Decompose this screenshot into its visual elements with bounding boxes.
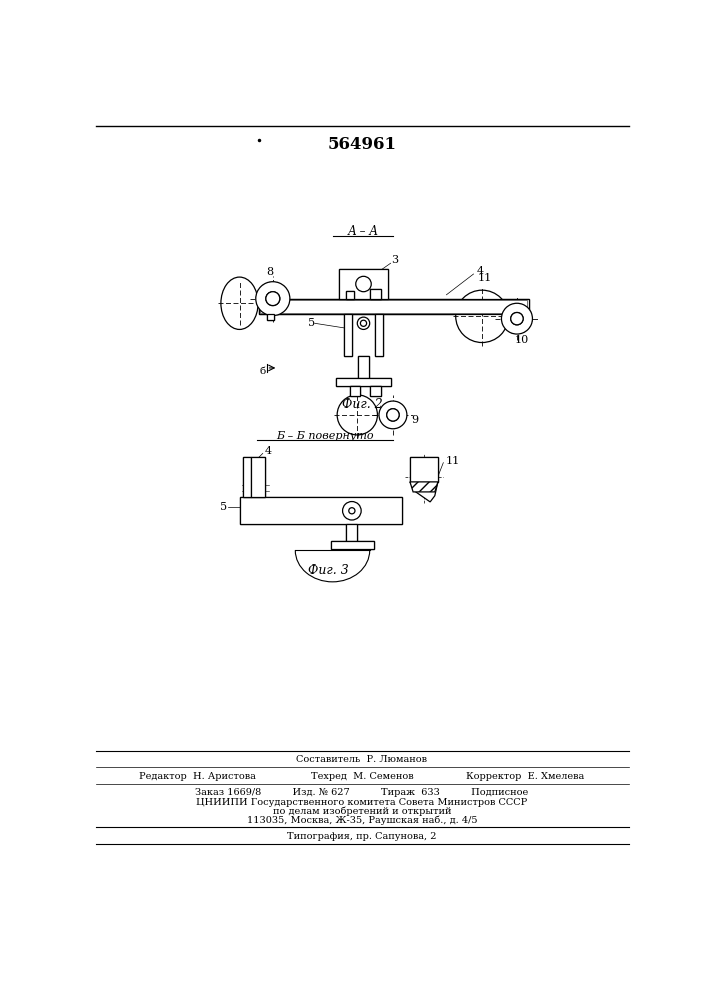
Circle shape [510, 312, 523, 325]
Circle shape [456, 290, 508, 343]
Bar [243, 457, 251, 497]
Circle shape [356, 276, 371, 292]
Bar [410, 457, 438, 482]
Bar [358, 356, 369, 378]
Text: б: б [259, 367, 266, 376]
Polygon shape [410, 482, 438, 502]
Text: Фиг. 2: Фиг. 2 [342, 398, 383, 411]
Bar [349, 386, 361, 396]
Text: 113035, Москва, Ж-35, Раушская наб., д. 4/5: 113035, Москва, Ж-35, Раушская наб., д. … [247, 816, 477, 825]
Polygon shape [410, 482, 438, 492]
Text: 8: 8 [266, 267, 274, 277]
Text: Б – Б повернуто: Б – Б повернуто [276, 431, 373, 441]
Circle shape [349, 508, 355, 514]
Text: 3: 3 [391, 255, 398, 265]
Bar [370, 289, 380, 299]
Bar [260, 300, 527, 312]
Text: Фиг. 3: Фиг. 3 [308, 564, 349, 577]
Bar [349, 386, 361, 396]
Text: Типография, пр. Сапунова, 2: Типография, пр. Сапунова, 2 [287, 832, 437, 841]
Wedge shape [256, 282, 290, 316]
Bar [259, 299, 529, 314]
Bar [267, 314, 274, 320]
Text: 11: 11 [445, 456, 460, 466]
Bar [370, 386, 380, 396]
Text: 4: 4 [477, 266, 484, 276]
Text: 564961: 564961 [327, 136, 397, 153]
Bar [339, 269, 387, 299]
Circle shape [387, 409, 399, 421]
Bar [259, 299, 529, 314]
Text: по делам изобретений и открытий: по делам изобретений и открытий [273, 807, 451, 816]
Bar [240, 497, 402, 524]
Bar [337, 378, 391, 386]
Text: Составитель  Р. Люманов: Составитель Р. Люманов [296, 755, 428, 764]
Bar [337, 378, 391, 386]
Text: ЦНИИПИ Государственного комитета Совета Министров СССР: ЦНИИПИ Государственного комитета Совета … [197, 798, 527, 807]
Bar [243, 457, 251, 497]
Text: Техред  М. Семенов: Техред М. Семенов [310, 772, 414, 781]
Bar [370, 386, 380, 396]
Text: 9: 9 [411, 415, 419, 425]
Text: А – А: А – А [348, 225, 379, 238]
Circle shape [266, 292, 280, 306]
Text: 5: 5 [308, 318, 315, 328]
Ellipse shape [221, 277, 258, 329]
Text: 10: 10 [515, 335, 529, 345]
Bar [375, 314, 383, 356]
Bar [344, 314, 352, 356]
Wedge shape [379, 401, 407, 429]
Circle shape [337, 395, 378, 435]
Text: Редактор  Н. Аристова: Редактор Н. Аристова [139, 772, 256, 781]
Text: 5: 5 [221, 502, 228, 512]
Circle shape [361, 320, 367, 326]
Bar [346, 524, 357, 541]
Text: 4: 4 [265, 446, 272, 456]
Bar [346, 291, 354, 299]
Bar [344, 314, 352, 356]
Bar [331, 541, 373, 549]
Text: 11: 11 [477, 273, 491, 283]
Bar [370, 289, 380, 299]
Bar [251, 457, 265, 497]
Circle shape [357, 317, 370, 329]
Bar [339, 269, 387, 299]
Bar [410, 457, 438, 482]
Text: Корректор  Е. Хмелева: Корректор Е. Хмелева [466, 772, 585, 781]
Bar [240, 497, 402, 524]
Bar [331, 541, 373, 549]
Bar [358, 356, 369, 378]
Text: Заказ 1669/8          Изд. № 627          Тираж  633          Подписное: Заказ 1669/8 Изд. № 627 Тираж 633 Подпис… [195, 788, 529, 797]
Wedge shape [501, 303, 532, 334]
Bar [251, 457, 265, 497]
Bar [346, 524, 357, 541]
Bar [346, 291, 354, 299]
Bar [375, 314, 383, 356]
Circle shape [343, 502, 361, 520]
Bar [267, 314, 274, 320]
